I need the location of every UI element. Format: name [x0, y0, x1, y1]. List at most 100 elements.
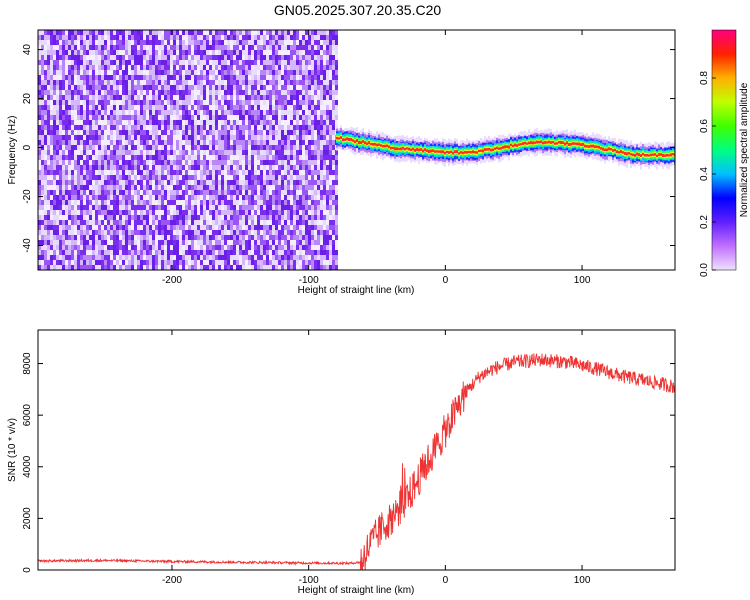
spectrogram-noise-cell: [248, 255, 251, 260]
spectrogram-noise-cell: [194, 70, 197, 75]
spectrogram-signal-cell: [356, 139, 358, 143]
spectrogram-noise-cell: [89, 195, 92, 200]
spectrogram-noise-cell: [74, 180, 77, 185]
spectrogram-noise-cell: [206, 165, 209, 170]
spectrogram-noise-cell: [116, 160, 119, 165]
spectrogram-noise-cell: [335, 235, 338, 240]
spectrogram-noise-cell: [44, 250, 47, 255]
spectrogram-noise-cell: [92, 140, 95, 145]
spectrogram-noise-cell: [119, 90, 122, 95]
spectrogram-noise-cell: [281, 190, 284, 195]
spectrogram-noise-cell: [41, 150, 44, 155]
spectrogram-noise-cell: [89, 240, 92, 245]
spectrogram-noise-cell: [179, 225, 182, 230]
spectrogram-noise-cell: [38, 135, 41, 140]
spectrogram-noise-cell: [47, 75, 50, 80]
spectrogram-noise-cell: [335, 90, 338, 95]
spectrogram-noise-cell: [74, 65, 77, 70]
spectrogram-noise-cell: [71, 205, 74, 210]
spectrogram-noise-cell: [326, 150, 329, 155]
spectrogram-noise-cell: [119, 125, 122, 130]
spectrogram-noise-cell: [65, 50, 68, 55]
spectrogram-noise-cell: [197, 195, 200, 200]
spectrogram-noise-cell: [212, 180, 215, 185]
spectrogram-noise-cell: [266, 55, 269, 60]
spectrogram-noise-cell: [218, 180, 221, 185]
spectrogram-noise-cell: [242, 50, 245, 55]
spectrogram-noise-cell: [248, 100, 251, 105]
spectrogram-noise-cell: [152, 30, 155, 35]
spectrogram-noise-cell: [296, 185, 299, 190]
spectrogram-noise-cell: [293, 55, 296, 60]
spectrogram-noise-cell: [248, 110, 251, 115]
spectrogram-noise-cell: [119, 170, 122, 175]
spectrogram-noise-cell: [95, 90, 98, 95]
spectrogram-noise-cell: [101, 230, 104, 235]
spectrogram-noise-cell: [107, 205, 110, 210]
spectrogram-noise-cell: [329, 75, 332, 80]
spectrogram-noise-cell: [152, 175, 155, 180]
spectrogram-noise-cell: [251, 50, 254, 55]
spectrogram-noise-cell: [329, 55, 332, 60]
spectrogram-noise-cell: [59, 230, 62, 235]
spectrogram-noise-cell: [269, 75, 272, 80]
spectrogram-noise-cell: [275, 125, 278, 130]
spectrogram-noise-cell: [278, 50, 281, 55]
spectrogram-noise-cell: [212, 245, 215, 250]
spectrogram-noise-cell: [47, 165, 50, 170]
spectrogram-noise-cell: [203, 185, 206, 190]
spectrogram-noise-cell: [119, 80, 122, 85]
spectrogram-noise-cell: [56, 135, 59, 140]
spectrogram-noise-cell: [116, 210, 119, 215]
spectrogram-noise-cell: [92, 175, 95, 180]
spectrogram-noise-cell: [68, 175, 71, 180]
spectrogram-noise-cell: [164, 165, 167, 170]
spectrogram-noise-cell: [62, 50, 65, 55]
spectrogram-noise-cell: [89, 245, 92, 250]
spectrogram-noise-cell: [275, 200, 278, 205]
spectrogram-noise-cell: [182, 160, 185, 165]
spectrogram-noise-cell: [125, 115, 128, 120]
spectrogram-noise-cell: [332, 265, 335, 270]
spectrogram-noise-cell: [305, 150, 308, 155]
spectrogram-noise-cell: [308, 65, 311, 70]
spectrogram-noise-cell: [203, 145, 206, 150]
spectrogram-noise-cell: [185, 110, 188, 115]
spectrogram-noise-cell: [41, 75, 44, 80]
spectrogram-noise-cell: [86, 160, 89, 165]
spectrogram-noise-cell: [305, 115, 308, 120]
spectrogram-noise-cell: [134, 150, 137, 155]
spectrogram-noise-cell: [167, 30, 170, 35]
spectrogram-noise-cell: [164, 250, 167, 255]
spectrogram-noise-cell: [230, 90, 233, 95]
spectrogram-noise-cell: [38, 40, 41, 45]
spectrogram-noise-cell: [59, 245, 62, 250]
spectrogram-noise-cell: [212, 240, 215, 245]
spectrogram-noise-cell: [92, 110, 95, 115]
spectrogram-noise-cell: [95, 45, 98, 50]
spectrogram-noise-cell: [143, 45, 146, 50]
spectrogram-noise-cell: [59, 235, 62, 240]
spectrogram-noise-cell: [119, 190, 122, 195]
spectrogram-noise-cell: [269, 40, 272, 45]
spectrogram-noise-cell: [299, 245, 302, 250]
spectrogram-noise-cell: [113, 195, 116, 200]
spectrogram-noise-cell: [254, 100, 257, 105]
spectrogram-noise-cell: [80, 50, 83, 55]
spectrogram-noise-cell: [242, 80, 245, 85]
spectrogram-noise-cell: [311, 85, 314, 90]
spectrogram-noise-cell: [173, 155, 176, 160]
spectrogram-noise-cell: [161, 85, 164, 90]
spectrogram-noise-cell: [41, 225, 44, 230]
spectrogram-noise-cell: [203, 215, 206, 220]
spectrogram-noise-cell: [311, 160, 314, 165]
spectrogram-noise-cell: [176, 255, 179, 260]
spectrogram-noise-cell: [296, 210, 299, 215]
spectrogram-noise-cell: [227, 235, 230, 240]
spectrogram-noise-cell: [77, 95, 80, 100]
spectrogram-noise-cell: [98, 45, 101, 50]
spectrogram-noise-cell: [140, 155, 143, 160]
spectrogram-noise-cell: [284, 215, 287, 220]
spectrogram-noise-cell: [194, 65, 197, 70]
spectrogram-noise-cell: [197, 125, 200, 130]
